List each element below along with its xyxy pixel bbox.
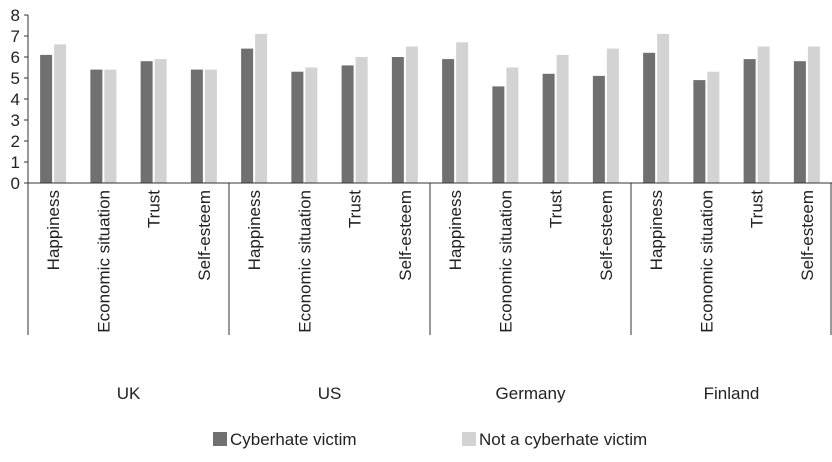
legend: Cyberhate victim Not a cyberhate victim (213, 430, 647, 449)
bar-uk-happiness-series-1 (40, 54, 53, 184)
category-label: Self-esteem (597, 190, 616, 281)
bar-finland-self-esteem-series-1 (793, 61, 806, 184)
category-label: Economic situation (295, 190, 314, 333)
bar-germany-self-esteem-series-2 (606, 48, 619, 183)
legend-swatch-1 (213, 432, 227, 446)
group-label: US (318, 384, 342, 403)
y-tick-label: 7 (11, 27, 20, 46)
bar-us-happiness-series-1 (241, 48, 254, 183)
group-label: Finland (704, 384, 760, 403)
category-label: Economic situation (496, 190, 515, 333)
bar-uk-economic-situation-series-2 (104, 69, 117, 183)
y-tick-label: 0 (11, 174, 20, 193)
y-tick-label: 2 (11, 132, 20, 151)
bar-uk-self-esteem-series-1 (190, 69, 203, 183)
bar-uk-trust-series-2 (154, 59, 167, 183)
bar-finland-trust-series-1 (743, 59, 756, 183)
bar-finland-trust-series-2 (757, 46, 770, 183)
y-axis: 0 1 2 3 4 5 6 7 8 (11, 6, 29, 193)
bar-us-economic-situation-series-1 (291, 71, 304, 183)
category-label: Happiness (647, 190, 666, 270)
bar-finland-happiness-series-2 (657, 33, 670, 184)
y-tick-label: 8 (11, 6, 20, 25)
category-label: Happiness (44, 190, 63, 270)
bar-finland-economic-situation-series-1 (693, 80, 706, 183)
category-label: Economic situation (94, 190, 113, 333)
bar-germany-happiness-series-1 (442, 59, 455, 183)
bar-finland-self-esteem-series-2 (807, 46, 820, 183)
group-label: Germany (496, 384, 566, 403)
bar-germany-trust-series-1 (542, 73, 555, 183)
bar-germany-trust-series-2 (556, 54, 569, 184)
y-tick-label: 3 (11, 111, 20, 130)
bar-finland-happiness-series-1 (643, 52, 656, 183)
bar-us-happiness-series-2 (255, 33, 268, 184)
legend-label-1: Cyberhate victim (230, 430, 357, 449)
bar-germany-self-esteem-series-1 (592, 75, 605, 183)
bar-uk-happiness-series-2 (54, 44, 67, 184)
category-label: Self-esteem (798, 190, 817, 281)
bar-us-self-esteem-series-2 (405, 46, 418, 183)
category-label: Trust (547, 190, 566, 228)
category-label: Happiness (245, 190, 264, 270)
bars (40, 33, 820, 184)
legend-swatch-2 (462, 432, 476, 446)
legend-label-2: Not a cyberhate victim (479, 430, 647, 449)
x-axis: Happiness Economic situation Trust Self-est… (27, 182, 832, 403)
bar-us-trust-series-1 (341, 65, 354, 183)
category-label: Self-esteem (195, 190, 214, 281)
bar-us-economic-situation-series-2 (305, 67, 318, 183)
category-label: Economic situation (697, 190, 716, 333)
bar-uk-economic-situation-series-1 (90, 69, 103, 183)
y-tick-label: 5 (11, 69, 20, 88)
category-label: Trust (346, 190, 365, 228)
category-label: Happiness (446, 190, 465, 270)
category-label: Trust (145, 190, 164, 228)
y-tick-label: 4 (11, 90, 20, 109)
bar-germany-economic-situation-series-2 (506, 67, 519, 183)
group-label: UK (117, 384, 141, 403)
bar-germany-happiness-series-2 (456, 42, 469, 183)
y-tick-label: 6 (11, 48, 20, 67)
category-label: Self-esteem (396, 190, 415, 281)
bar-uk-self-esteem-series-2 (204, 69, 217, 183)
bar-us-self-esteem-series-1 (391, 57, 404, 183)
y-tick-label: 1 (11, 153, 20, 172)
bar-finland-economic-situation-series-2 (707, 71, 720, 183)
bar-us-trust-series-2 (355, 57, 368, 183)
bar-germany-economic-situation-series-1 (492, 86, 505, 183)
category-label: Trust (748, 190, 767, 228)
bar-uk-trust-series-1 (140, 61, 153, 184)
